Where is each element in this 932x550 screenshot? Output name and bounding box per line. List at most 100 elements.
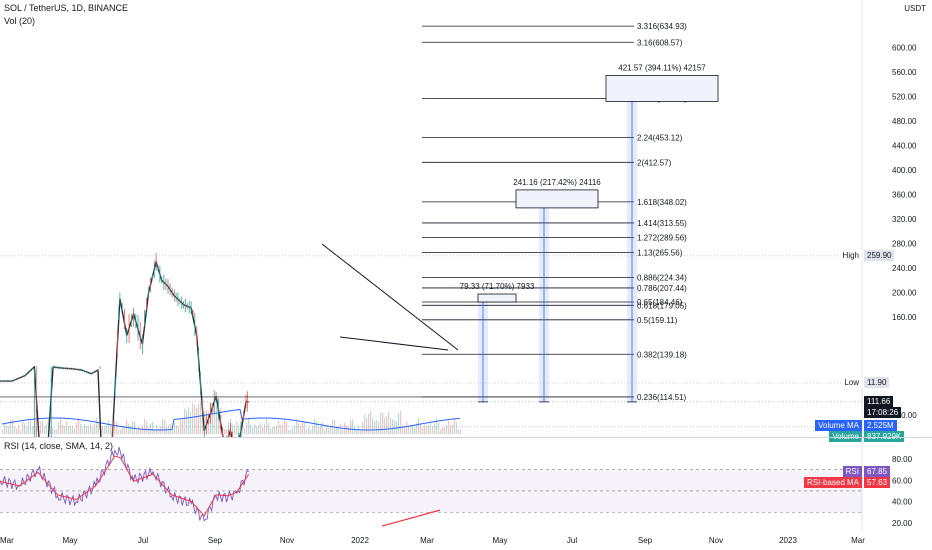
price-tick-label: 200.00 bbox=[892, 289, 917, 298]
volume-bar bbox=[368, 413, 370, 434]
time-axis[interactable]: Mar May Jul Sep Nov 2022 Mar May Jul Sep Nov 2023 Ma… bbox=[0, 530, 932, 550]
volume-bar bbox=[414, 428, 416, 434]
volume-bar bbox=[22, 421, 24, 434]
wedge-lower-trendline bbox=[339, 336, 449, 351]
volume-bar bbox=[138, 427, 140, 434]
volume-bar bbox=[452, 424, 454, 434]
rsi-ma-line bbox=[0, 455, 250, 517]
volume-bar bbox=[248, 418, 250, 434]
volume-bar bbox=[336, 426, 338, 434]
volume-bar bbox=[6, 425, 8, 434]
volume-bar bbox=[152, 422, 154, 434]
volume-bar bbox=[120, 429, 122, 434]
volume-bar bbox=[388, 412, 390, 434]
volume-bar bbox=[422, 427, 424, 434]
fib-level-label: 0.618(179.05) bbox=[637, 301, 687, 310]
price-badge-value: 111.66 bbox=[864, 395, 894, 407]
volume-bar bbox=[266, 418, 268, 434]
volume-bar bbox=[306, 429, 308, 434]
price-tick-label: 560.00 bbox=[892, 68, 917, 77]
rsi-legend[interactable]: RSI (14, close, SMA, 14, 2) bbox=[4, 441, 114, 451]
volume-bar bbox=[274, 426, 276, 434]
volume-bar bbox=[58, 421, 60, 434]
volume-bar bbox=[144, 418, 146, 434]
volume-bar bbox=[12, 419, 14, 434]
volume-bar bbox=[430, 422, 432, 434]
volume-bar bbox=[250, 423, 252, 434]
volume-bar bbox=[98, 422, 100, 434]
volume-bar bbox=[198, 403, 200, 434]
volume-bar bbox=[416, 422, 418, 434]
volume-bar bbox=[90, 423, 92, 434]
fib-level-label: 3.316(634.93) bbox=[637, 22, 687, 31]
volume-bar bbox=[118, 429, 120, 434]
volume-bar bbox=[460, 429, 462, 434]
price-series-line bbox=[0, 259, 249, 437]
volume-bar bbox=[304, 421, 306, 434]
volume-bar bbox=[406, 421, 408, 434]
volume-bar bbox=[442, 427, 444, 434]
volume-bar bbox=[298, 423, 300, 434]
volume-bar bbox=[178, 426, 180, 434]
volume-bar bbox=[28, 421, 30, 434]
volume-bar bbox=[448, 420, 450, 434]
rsi-pane[interactable]: 80.00 60.00 40.00 20.00 RSI (14, close, SMA… bbox=[0, 437, 932, 531]
volume-bar bbox=[276, 425, 278, 434]
volume-bar bbox=[410, 425, 412, 434]
price-badge-label: Volume MA bbox=[815, 420, 862, 431]
volume-bar bbox=[254, 423, 256, 434]
volume-bar bbox=[256, 425, 258, 434]
volume-bar bbox=[154, 429, 156, 434]
fib-level-label: 0.65(184.46) bbox=[637, 298, 683, 307]
volume-bar bbox=[456, 422, 458, 434]
volume-bar bbox=[126, 419, 128, 434]
volume-bar bbox=[350, 420, 352, 434]
volume-bar bbox=[4, 423, 6, 434]
price-pane[interactable]: 600.00 560.00 520.00 480.00 440.00 400.00 360.… bbox=[0, 0, 932, 442]
volume-bar bbox=[184, 408, 186, 434]
price-chart[interactable]: 600.00 560.00 520.00 480.00 440.00 400.00 360.… bbox=[0, 0, 932, 437]
volume-bar bbox=[444, 426, 446, 434]
volume-bar bbox=[252, 427, 254, 434]
volume-bar bbox=[432, 426, 434, 434]
fib-level-label: 1.618(348.02) bbox=[637, 198, 687, 207]
symbol-legend[interactable]: SOL / TetherUS, 1D, BINANCE bbox=[4, 3, 129, 13]
measurement-2: 241.16 (217.42%) 24116 bbox=[513, 178, 601, 403]
volume-bar bbox=[44, 425, 46, 434]
volume-bar bbox=[158, 428, 160, 434]
volume-bar bbox=[128, 423, 130, 434]
volume-bar bbox=[94, 423, 96, 434]
volume-bar bbox=[238, 425, 240, 434]
volume-bar bbox=[314, 418, 316, 434]
volume-bar bbox=[278, 420, 280, 434]
volume-legend[interactable]: Vol (20) bbox=[4, 16, 36, 26]
volume-bar bbox=[282, 424, 284, 434]
volume-bar bbox=[104, 426, 106, 434]
volume-bar bbox=[196, 408, 198, 434]
volume-bar bbox=[32, 426, 34, 434]
volume-bar bbox=[318, 426, 320, 434]
volume-bar bbox=[402, 424, 404, 434]
volume-bar bbox=[182, 419, 184, 434]
volume-bar bbox=[320, 423, 322, 434]
volume-ma-line bbox=[1, 408, 461, 431]
fib-level-label: 2.24(453.12) bbox=[637, 133, 683, 142]
time-tick-label: May bbox=[62, 536, 77, 545]
volume-bar bbox=[262, 426, 264, 434]
volume-bar bbox=[14, 426, 16, 434]
volume-bar bbox=[352, 419, 354, 434]
time-tick-label: Jul bbox=[138, 536, 148, 545]
volume-bar bbox=[392, 418, 394, 434]
volume-bar bbox=[398, 413, 400, 434]
volume-bar bbox=[424, 424, 426, 434]
volume-bar bbox=[2, 430, 4, 434]
volume-bar bbox=[234, 425, 236, 434]
price-tick-label: 160.00 bbox=[892, 313, 917, 322]
volume-bar bbox=[370, 411, 372, 434]
rsi-chart[interactable]: 80.00 60.00 40.00 20.00 bbox=[0, 438, 932, 531]
fib-level-label: 0.236(114.51) bbox=[637, 393, 687, 402]
measurement-label: 241.16 (217.42%) 24116 bbox=[513, 178, 601, 187]
fib-level-label: 2(412.57) bbox=[637, 158, 672, 167]
volume-bar bbox=[140, 429, 142, 434]
volume-bar bbox=[174, 422, 176, 434]
